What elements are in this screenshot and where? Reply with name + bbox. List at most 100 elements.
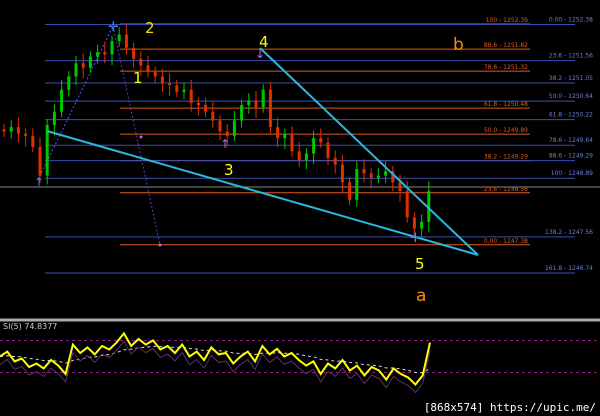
candle-body: [175, 85, 179, 92]
fib-level-label: 61.8 - 1250.48: [484, 101, 528, 108]
candle-body: [333, 157, 337, 165]
fib-level-label: 38.2 - 1251.05: [549, 75, 593, 82]
candle-body: [52, 111, 56, 125]
candle-body: [412, 217, 416, 229]
candle-body: [261, 89, 265, 108]
candle-body: [96, 52, 100, 57]
candle-body: [74, 63, 78, 77]
candle-body: [9, 127, 13, 132]
candle-body: [132, 47, 136, 59]
candle-body: [38, 146, 42, 176]
candle-body: [362, 168, 366, 174]
candle-body: [139, 58, 143, 66]
fib-level-label: 23.6 - 1251.56: [549, 53, 593, 60]
fib-level-label: 78.6 - 1249.64: [549, 137, 593, 144]
indicator-panel: [0, 331, 600, 394]
candle-body: [168, 83, 172, 86]
candle-body: [340, 164, 344, 183]
candle-body: [117, 34, 121, 42]
candle-body: [153, 72, 157, 77]
wave-label-4: 4: [259, 33, 269, 51]
fib-level-label: 100 - 1252.39: [486, 17, 528, 24]
candle-body: [146, 65, 150, 73]
candle-body: [60, 89, 64, 112]
candle-body: [427, 191, 431, 222]
candle-body: [240, 105, 244, 121]
lower-trendline[interactable]: [46, 130, 479, 256]
candle-body: [67, 76, 71, 90]
candle-body: [103, 52, 107, 55]
candle-body: [405, 191, 409, 218]
wave-label-1: 1: [133, 69, 143, 87]
fib-level-label: 0.00 - 1247.38: [484, 238, 528, 245]
fibonacci-levels-b: 0.00 - 1252.38 23.6 - 1251.56 38.2 - 1251.…: [45, 16, 593, 274]
indicator-label: SI(5) 74.8377: [3, 322, 57, 331]
fib-level-label: 23.6 - 1248.56: [484, 186, 528, 193]
fibonacci-levels-a: 100 - 1252.39 88.6 - 1251.82 78.6 - 1251.3…: [120, 17, 530, 246]
candle-body: [355, 168, 359, 200]
fib-level-label: 88.6 - 1249.29: [549, 153, 593, 160]
candle-body: [384, 171, 388, 176]
candle-body: [369, 173, 373, 178]
upper-trendline[interactable]: [259, 47, 479, 256]
candle-body: [391, 171, 395, 183]
fib-level-label: 161.8 - 1246.74: [545, 265, 593, 272]
fib-level-label: 61.8 - 1250.22: [549, 112, 593, 119]
fib-level-label: 78.6 - 1251.32: [484, 64, 528, 71]
candle-body: [196, 102, 200, 106]
candle-body: [398, 182, 402, 192]
candle-body: [211, 111, 215, 121]
candle-body: [88, 56, 92, 68]
fib-level-label: 0.00 - 1252.38: [549, 16, 593, 23]
arrow-up-icon: ↑: [220, 137, 230, 151]
point-marker: [139, 135, 143, 139]
candle-body: [189, 89, 193, 103]
candle-body: [225, 131, 229, 136]
candle-body: [304, 153, 308, 161]
fib-level-label: 138.2 - 1247.56: [545, 229, 593, 236]
candle-body: [326, 142, 330, 158]
watermark: [868x574] https://upic.me/: [423, 401, 596, 414]
wave-projection-line: [112, 25, 161, 246]
point-marker: [158, 243, 162, 247]
candle-body: [283, 133, 287, 139]
wave-projection-line: [37, 25, 114, 181]
candle-body: [16, 127, 20, 134]
candles: [2, 24, 431, 238]
fib-level-label: 50.0 - 1250.64: [549, 93, 593, 100]
candle-body: [81, 63, 85, 68]
wave-label-5: 5: [415, 255, 425, 273]
indicator-band-line: [0, 340, 431, 394]
wave-label-2: 2: [145, 19, 155, 37]
candle-body: [124, 34, 128, 48]
candle-body: [348, 182, 352, 200]
candle-body: [31, 135, 35, 147]
candle-body: [110, 41, 114, 55]
candle-body: [297, 151, 301, 161]
fib-level-label: 100 - 1248.89: [551, 170, 593, 177]
candle-body: [268, 89, 272, 128]
candle-body: [276, 127, 280, 139]
candle-body: [319, 138, 323, 143]
candle-body: [204, 105, 208, 112]
wave-label-b: b: [453, 35, 464, 55]
fib-level-label: 88.6 - 1251.82: [484, 42, 528, 49]
candle-body: [2, 129, 6, 132]
candle-body: [45, 124, 49, 176]
fib-level-label: 50.0 - 1249.89: [484, 127, 528, 134]
candle-body: [182, 89, 186, 92]
candle-body: [160, 76, 164, 84]
cross-icon: ✛: [108, 20, 119, 35]
candle-body: [254, 100, 258, 108]
fib-level-label: 38.2 - 1249.29: [484, 154, 528, 161]
arrow-down-icon: ↓: [255, 47, 265, 61]
candle-body: [232, 120, 236, 136]
arrow-up-icon: ↑: [34, 175, 44, 189]
candle-body: [247, 100, 251, 106]
wave-label-a: a: [416, 286, 426, 306]
cross-icon: ✛: [410, 231, 421, 246]
candle-body: [24, 133, 28, 136]
candle-body: [312, 138, 316, 154]
candle-body: [290, 133, 294, 152]
